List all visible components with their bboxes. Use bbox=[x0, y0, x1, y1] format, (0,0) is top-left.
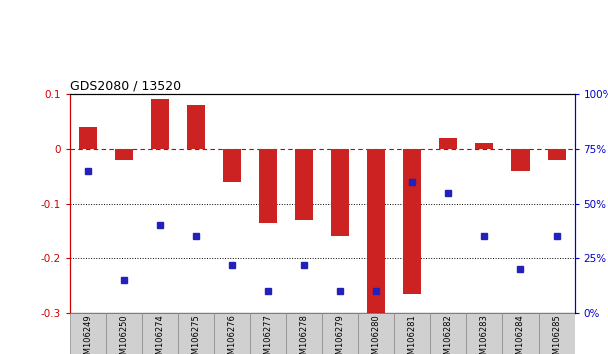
FancyBboxPatch shape bbox=[178, 313, 214, 354]
FancyBboxPatch shape bbox=[466, 313, 502, 354]
Bar bbox=[223, 149, 241, 182]
FancyBboxPatch shape bbox=[250, 313, 286, 354]
Bar bbox=[331, 149, 349, 236]
Bar bbox=[295, 149, 313, 220]
Text: GSM106283: GSM106283 bbox=[480, 314, 489, 354]
Bar bbox=[115, 149, 133, 160]
FancyBboxPatch shape bbox=[70, 313, 106, 354]
Text: GSM106275: GSM106275 bbox=[192, 314, 201, 354]
Bar bbox=[367, 149, 385, 313]
Bar bbox=[259, 149, 277, 223]
Bar bbox=[187, 105, 205, 149]
Text: GSM106249: GSM106249 bbox=[83, 314, 92, 354]
FancyBboxPatch shape bbox=[322, 313, 358, 354]
Text: GSM106274: GSM106274 bbox=[156, 314, 165, 354]
Text: GSM106281: GSM106281 bbox=[408, 314, 417, 354]
Bar bbox=[403, 149, 421, 294]
Bar bbox=[440, 138, 457, 149]
Text: GSM106285: GSM106285 bbox=[552, 314, 561, 354]
Text: GSM106284: GSM106284 bbox=[516, 314, 525, 354]
FancyBboxPatch shape bbox=[358, 313, 395, 354]
Text: GSM106282: GSM106282 bbox=[444, 314, 453, 354]
Bar bbox=[548, 149, 565, 160]
FancyBboxPatch shape bbox=[430, 313, 466, 354]
Text: GSM106280: GSM106280 bbox=[372, 314, 381, 354]
Bar bbox=[475, 143, 494, 149]
FancyBboxPatch shape bbox=[395, 313, 430, 354]
Text: GSM106276: GSM106276 bbox=[227, 314, 237, 354]
Bar bbox=[151, 99, 169, 149]
FancyBboxPatch shape bbox=[502, 313, 539, 354]
Text: GDS2080 / 13520: GDS2080 / 13520 bbox=[70, 80, 181, 93]
Text: GSM106250: GSM106250 bbox=[120, 314, 128, 354]
FancyBboxPatch shape bbox=[106, 313, 142, 354]
FancyBboxPatch shape bbox=[142, 313, 178, 354]
Text: GSM106279: GSM106279 bbox=[336, 314, 345, 354]
FancyBboxPatch shape bbox=[214, 313, 250, 354]
FancyBboxPatch shape bbox=[539, 313, 575, 354]
Bar bbox=[79, 127, 97, 149]
FancyBboxPatch shape bbox=[286, 313, 322, 354]
Text: GSM106277: GSM106277 bbox=[264, 314, 272, 354]
Text: GSM106278: GSM106278 bbox=[300, 314, 309, 354]
Bar bbox=[511, 149, 530, 171]
